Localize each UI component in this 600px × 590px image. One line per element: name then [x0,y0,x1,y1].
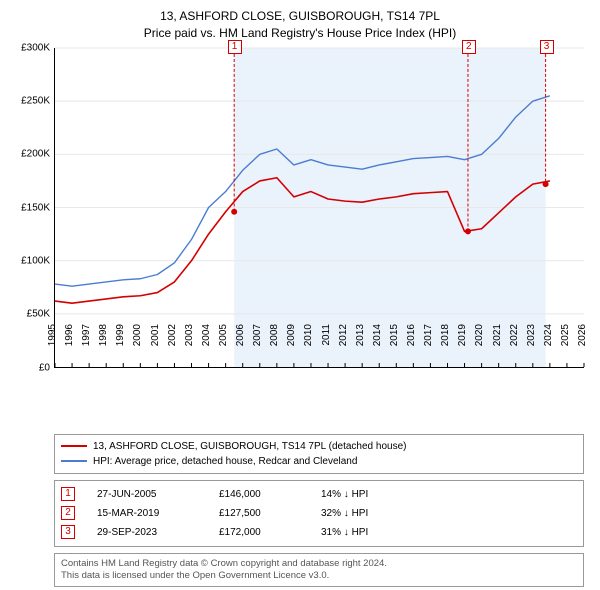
y-tick-label: £200K [21,149,50,160]
legend-swatch [61,445,87,447]
x-tick-label: 2024 [543,324,554,346]
x-tick-label: 2007 [252,324,263,346]
x-tick-label: 2005 [218,324,229,346]
x-tick-label: 2001 [150,324,161,346]
sale-marker: 2 [61,506,75,520]
x-tick-label: 2026 [577,324,588,346]
x-tick-label: 2010 [303,324,314,346]
x-tick-label: 2017 [423,324,434,346]
sale-price: £146,000 [219,485,299,504]
x-tick-label: 2006 [235,324,246,346]
legend-row: HPI: Average price, detached house, Redc… [61,454,577,469]
x-tick-label: 2021 [492,324,503,346]
sale-row: 3 29-SEP-2023 £172,000 31% ↓ HPI [61,523,577,542]
chart-marker: 2 [462,40,476,54]
x-tick-label: 2000 [132,324,143,346]
y-tick-label: £250K [21,95,50,106]
sale-row: 2 15-MAR-2019 £127,500 32% ↓ HPI [61,504,577,523]
x-tick-label: 2020 [474,324,485,346]
x-tick-label: 2016 [406,324,417,346]
x-tick-label: 2019 [457,324,468,346]
x-tick-label: 2015 [389,324,400,346]
x-tick-label: 2003 [184,324,195,346]
y-tick-label: £50K [27,309,50,320]
title-line1: 13, ASHFORD CLOSE, GUISBOROUGH, TS14 7PL [10,8,590,25]
sale-diff: 14% ↓ HPI [321,485,411,504]
x-tick-label: 1999 [115,324,126,346]
chart-marker: 3 [540,40,554,54]
footer-line1: Contains HM Land Registry data © Crown c… [61,558,577,570]
sale-marker: 1 [61,487,75,501]
x-tick-label: 1998 [98,324,109,346]
sale-price: £127,500 [219,504,299,523]
x-tick-label: 1996 [64,324,75,346]
x-tick-label: 2018 [440,324,451,346]
x-tick-label: 2011 [321,324,332,346]
footer-line2: This data is licensed under the Open Gov… [61,570,577,582]
x-tick-label: 2022 [509,324,520,346]
legend-swatch [61,460,87,462]
y-tick-label: £150K [21,202,50,213]
sales-table: 1 27-JUN-2005 £146,000 14% ↓ HPI 2 15-MAR-201… [54,480,584,547]
x-tick-label: 2004 [201,324,212,346]
sale-diff: 31% ↓ HPI [321,523,411,542]
x-tick-label: 2025 [560,324,571,346]
legend-box: 13, ASHFORD CLOSE, GUISBOROUGH, TS14 7PL… [54,434,584,474]
title-block: 13, ASHFORD CLOSE, GUISBOROUGH, TS14 7PL… [10,8,590,42]
chart-container: 13, ASHFORD CLOSE, GUISBOROUGH, TS14 7PL… [0,0,600,590]
x-tick-label: 2023 [526,324,537,346]
x-tick-label: 2008 [269,324,280,346]
sale-marker: 3 [61,525,75,539]
x-tick-label: 1995 [47,324,58,346]
sale-date: 29-SEP-2023 [97,523,197,542]
chart-svg [55,48,584,367]
legend-label: 13, ASHFORD CLOSE, GUISBOROUGH, TS14 7PL… [93,439,406,454]
x-tick-label: 1997 [81,324,92,346]
x-tick-label: 2014 [372,324,383,346]
y-tick-label: £100K [21,255,50,266]
x-tick-label: 2013 [355,324,366,346]
sale-diff: 32% ↓ HPI [321,504,411,523]
footer-box: Contains HM Land Registry data © Crown c… [54,553,584,588]
sale-date: 15-MAR-2019 [97,504,197,523]
sale-row: 1 27-JUN-2005 £146,000 14% ↓ HPI [61,485,577,504]
x-tick-label: 2009 [286,324,297,346]
x-tick-label: 2002 [167,324,178,346]
chart-marker: 1 [228,40,242,54]
legend-row: 13, ASHFORD CLOSE, GUISBOROUGH, TS14 7PL… [61,439,577,454]
legend-label: HPI: Average price, detached house, Redc… [93,454,357,469]
x-axis: 1995 1996 1997 1998 1999 2000 2001 2002 2003 2004… [44,320,594,370]
sale-date: 27-JUN-2005 [97,485,197,504]
y-tick-label: £300K [21,42,50,53]
x-tick-label: 2012 [338,324,349,346]
title-line2: Price paid vs. HM Land Registry's House … [10,25,590,42]
sale-price: £172,000 [219,523,299,542]
